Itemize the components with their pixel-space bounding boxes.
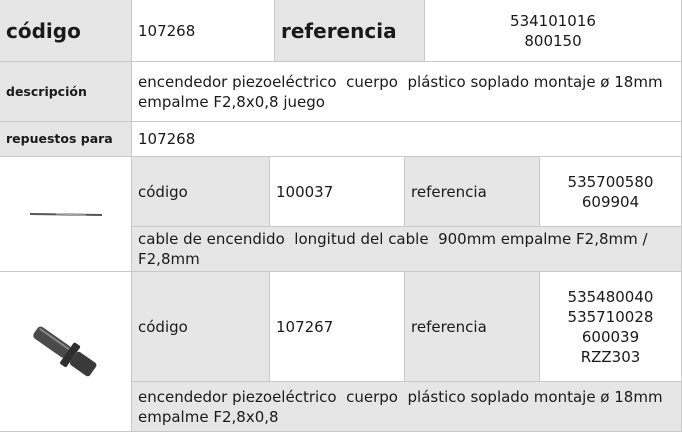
reference: 535700580 [567,172,654,191]
value: 107268 [132,122,682,157]
reference: RZZ303 [580,347,641,366]
label: descripción [0,62,132,122]
description: encendedor piezoeléctrico cuerpo plástic… [132,62,682,122]
reference: 600039 [581,327,640,346]
label: repuestos para [0,122,132,157]
value: 107268 [132,0,275,62]
value: 107267 [270,272,405,382]
ref-list: 534101016 800150 [425,0,682,62]
ref-list: 535480040 535710028 600039 RZZ303 [540,272,682,382]
ref-list: 535700580 609904 [540,157,682,227]
label: código [132,272,270,382]
label: código [132,157,270,227]
reference: 535710028 [567,307,654,326]
reference: 535480040 [567,287,654,306]
description: encendedor piezoeléctrico cuerpo plástic… [132,382,682,432]
label: referencia [405,272,540,382]
igniter-icon [32,326,96,376]
label: referencia [405,157,540,227]
label: referencia [275,0,425,62]
part-image [0,272,132,432]
cable-icon [29,213,102,216]
value: 100037 [270,157,405,227]
description: cable de encendido longitud del cable 90… [132,227,682,272]
part-image [0,157,132,272]
reference: 534101016 [510,11,596,30]
label: código [0,0,132,62]
reference: 800150 [524,31,582,50]
reference: 609904 [581,192,640,211]
